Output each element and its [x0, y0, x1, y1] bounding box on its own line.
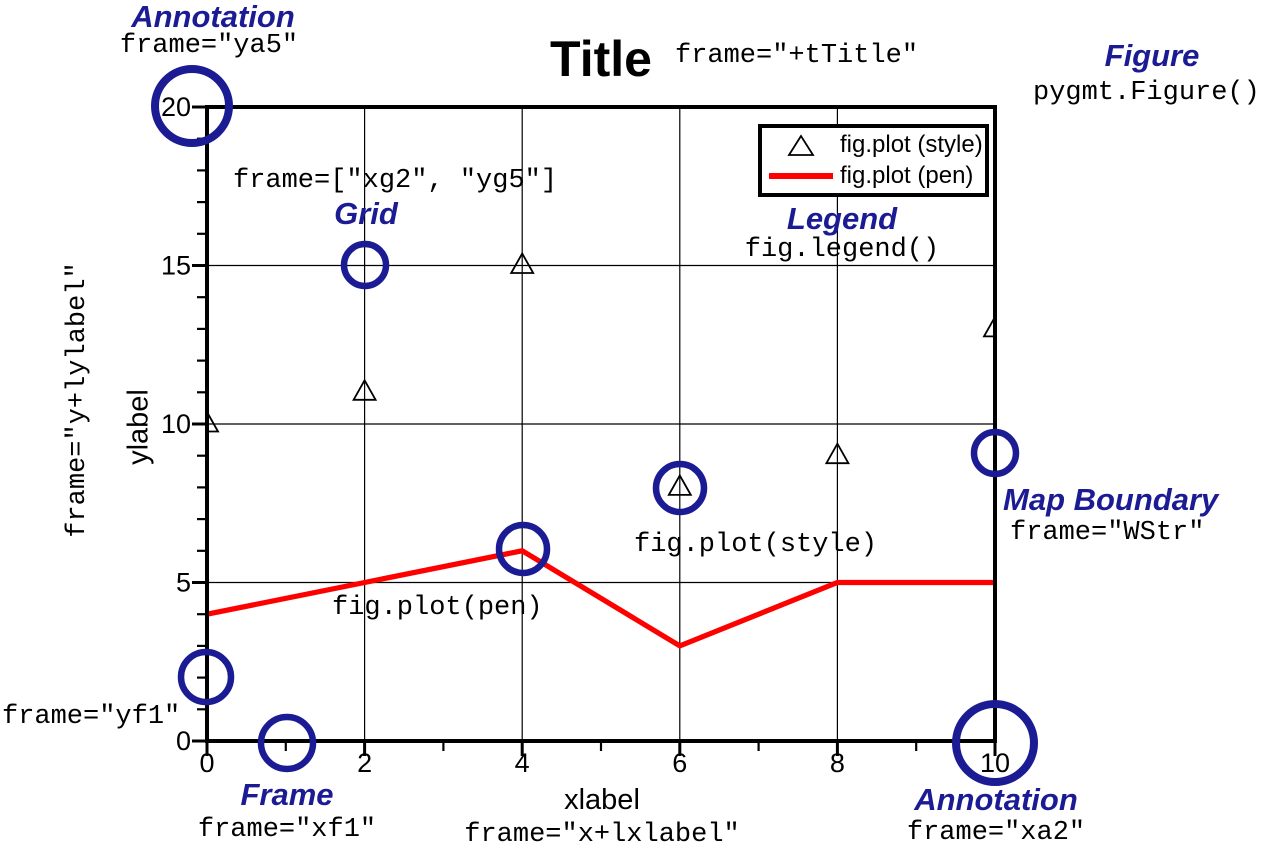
y-tick-label: 15 [161, 251, 191, 281]
title-code-annotation: frame="+tTitle" [675, 41, 919, 71]
legend-callout-label: Legend [786, 201, 898, 236]
y-tick-label: 5 [176, 568, 191, 598]
y-frame-code: frame="yf1" [2, 702, 181, 732]
ylabel-code: frame="y+lylabel" [62, 262, 93, 538]
data-point-triangle [824, 441, 850, 465]
grid-callout-label: Grid [334, 196, 398, 231]
legend-entry-pen: fig.plot (pen) [762, 161, 985, 191]
plot-title: Title [550, 31, 652, 87]
x-tick-label: 6 [672, 748, 687, 778]
highlight-circle-y-frame-tick [177, 648, 235, 706]
figure-code: pygmt.Figure() [1033, 78, 1260, 108]
x-tick-label: 8 [830, 748, 845, 778]
legend-code: fig.legend() [744, 235, 940, 265]
triangle-marker-icon [762, 133, 840, 157]
data-point-triangle [509, 251, 535, 274]
y-tick-label: 20 [161, 92, 191, 122]
x-annotation-callout-label: Annotation [914, 782, 1078, 817]
highlight-circle-pen-line [495, 521, 551, 577]
data-point-triangle [352, 378, 378, 401]
x-axis-label: xlabel [564, 784, 640, 816]
highlight-circle-x-frame-tick [257, 713, 317, 773]
y-tick-label: 10 [161, 409, 191, 439]
map-boundary-frame [205, 105, 997, 743]
highlight-circle-grid [340, 240, 390, 290]
figure-callout-label: Figure [1104, 38, 1200, 73]
highlight-circle-y-annotation [151, 65, 233, 147]
legend-entry-pen-label: fig.plot (pen) [840, 162, 974, 190]
highlight-circle-map-boundary [970, 428, 1020, 478]
plot-style-code: fig.plot(style) [634, 530, 878, 560]
map-boundary-code: frame="WStr" [1010, 518, 1205, 548]
x-tick-label: 4 [515, 748, 530, 778]
x-tick-label: 0 [199, 748, 214, 778]
x-tick-label: 2 [357, 748, 372, 778]
legend-entry-style-label: fig.plot (style) [840, 130, 983, 158]
x-annotation-code: frame="xa2" [906, 818, 1086, 848]
legend-entry-style: fig.plot (style) [762, 130, 985, 160]
x-tick-label: 10 [980, 748, 1010, 778]
y-annotation-code: frame="ya5" [119, 31, 299, 61]
frame-callout-label: Frame [240, 777, 334, 812]
y-axis-label: ylabel [122, 389, 155, 465]
plot-pen-code: fig.plot(pen) [332, 593, 543, 623]
xlabel-code: frame="x+lxlabel" [464, 820, 740, 849]
x-frame-code: frame="xf1" [197, 815, 377, 845]
y-annotation-callout-label: Annotation [131, 0, 295, 34]
grid-code: frame=["xg2", "yg5"] [233, 166, 558, 196]
highlight-circle-x-annotation [952, 700, 1038, 786]
map-boundary-callout-label: Map Boundary [1003, 482, 1219, 517]
data-line-pen [206, 548, 995, 649]
y-tick-label: 0 [176, 726, 191, 756]
red-line-swatch [769, 173, 833, 180]
legend: fig.plot (style) fig.plot (pen) [758, 124, 989, 197]
data-point-triangle [667, 473, 693, 496]
highlight-circle-style-marker [652, 460, 708, 516]
